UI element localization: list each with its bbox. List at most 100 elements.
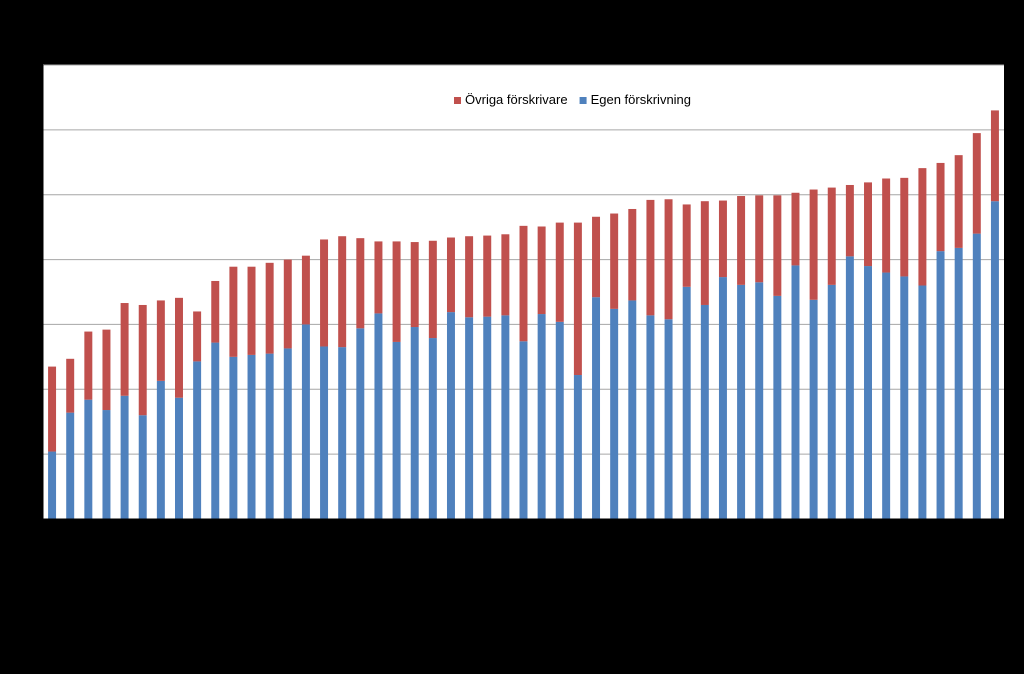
bar-egen-forskrivning — [229, 356, 238, 519]
bar-egen-forskrivning — [356, 328, 365, 519]
bar-egen-forskrivning — [320, 346, 329, 519]
axes — [38, 64, 1005, 524]
bar-stack — [356, 238, 365, 519]
bar-stack — [537, 226, 546, 519]
bar-ovriga-forskrivare — [845, 184, 854, 257]
bar-ovriga-forskrivare — [465, 236, 474, 318]
bar-egen-forskrivning — [718, 277, 727, 519]
bar-egen-forskrivning — [537, 314, 546, 519]
bar-egen-forskrivning — [882, 272, 891, 519]
bar-egen-forskrivning — [990, 201, 999, 519]
bar-stack — [827, 187, 836, 519]
bar-ovriga-forskrivare — [954, 155, 963, 248]
bar-stack — [664, 199, 673, 519]
bar-stack — [718, 200, 727, 519]
legend: Övriga förskrivare Egen förskrivning — [454, 92, 691, 107]
bar-egen-forskrivning — [102, 410, 111, 519]
bar-ovriga-forskrivare — [555, 222, 564, 322]
bar-stack — [936, 162, 945, 519]
bar-stack — [592, 216, 601, 519]
bar-stack — [610, 213, 619, 519]
bar-egen-forskrivning — [175, 397, 183, 519]
bar-ovriga-forskrivare — [755, 195, 764, 283]
bar-ovriga-forskrivare — [156, 300, 165, 381]
bar-ovriga-forskrivare — [374, 241, 383, 314]
bar-egen-forskrivning — [864, 266, 872, 519]
bar-stack — [682, 204, 691, 519]
bars — [48, 110, 999, 519]
bar-egen-forskrivning — [519, 341, 528, 519]
bar-egen-forskrivning — [592, 297, 601, 519]
bar-ovriga-forskrivare — [882, 178, 891, 273]
bar-stack — [229, 266, 238, 519]
bar-stack — [446, 237, 455, 519]
bar-egen-forskrivning — [900, 276, 909, 519]
bar-stack — [374, 241, 383, 519]
legend-swatch — [579, 97, 587, 104]
bar-egen-forskrivning — [573, 375, 582, 519]
bar-stack — [882, 178, 891, 519]
bar-egen-forskrivning — [446, 312, 455, 519]
bar-stack — [320, 239, 329, 519]
bar-egen-forskrivning — [918, 285, 927, 519]
bar-egen-forskrivning — [954, 247, 963, 519]
bar-stack — [990, 110, 999, 519]
bar-egen-forskrivning — [682, 286, 691, 519]
bar-egen-forskrivning — [156, 380, 165, 519]
bar-stack — [573, 222, 582, 519]
legend-swatch — [454, 97, 461, 104]
bar-ovriga-forskrivare — [66, 358, 75, 413]
bar-egen-forskrivning — [755, 282, 764, 519]
bar-ovriga-forskrivare — [827, 187, 836, 285]
bar-egen-forskrivning — [138, 415, 147, 519]
bar-stack — [211, 280, 220, 519]
bar-stack — [519, 225, 528, 519]
bar-stack — [791, 192, 800, 519]
bar-egen-forskrivning — [265, 353, 274, 519]
bar-egen-forskrivning — [211, 342, 220, 519]
bar-ovriga-forskrivare — [283, 259, 292, 349]
bar-egen-forskrivning — [555, 321, 564, 519]
bar-egen-forskrivning — [700, 304, 709, 519]
bar-stack — [428, 240, 437, 519]
bar-stack — [156, 300, 165, 519]
bar-stack — [700, 201, 709, 519]
bar-ovriga-forskrivare — [392, 241, 401, 342]
bar-stack — [755, 195, 764, 519]
legend-label: Egen förskrivning — [591, 92, 691, 107]
bar-egen-forskrivning — [483, 316, 492, 519]
bar-ovriga-forskrivare — [501, 234, 510, 316]
bar-stack — [247, 266, 256, 519]
bar-ovriga-forskrivare — [610, 213, 619, 309]
bar-ovriga-forskrivare — [84, 331, 93, 400]
bar-ovriga-forskrivare — [664, 199, 673, 320]
bar-stack — [338, 236, 347, 519]
bar-stack — [265, 262, 274, 519]
bar-ovriga-forskrivare — [356, 238, 365, 329]
bar-stack — [845, 184, 854, 519]
bar-ovriga-forskrivare — [483, 235, 492, 317]
bar-ovriga-forskrivare — [301, 255, 310, 325]
bar-ovriga-forskrivare — [864, 182, 872, 267]
bar-ovriga-forskrivare — [990, 110, 999, 202]
bar-stack — [773, 195, 782, 519]
bar-egen-forskrivning — [936, 251, 945, 519]
bar-stack — [84, 331, 93, 519]
bar-egen-forskrivning — [827, 284, 836, 519]
bar-ovriga-forskrivare — [247, 266, 256, 355]
bar-egen-forskrivning — [737, 284, 746, 519]
bar-ovriga-forskrivare — [773, 195, 782, 296]
bar-ovriga-forskrivare — [519, 225, 528, 342]
bar-stack — [392, 241, 401, 519]
bar-ovriga-forskrivare — [211, 280, 220, 343]
legend-label: Övriga förskrivare — [465, 92, 568, 107]
bar-ovriga-forskrivare — [102, 329, 111, 411]
bar-stack — [483, 235, 492, 519]
bar-ovriga-forskrivare — [628, 208, 637, 301]
bar-ovriga-forskrivare — [718, 200, 727, 278]
legend-item: Övriga förskrivare — [454, 92, 568, 107]
bar-egen-forskrivning — [410, 327, 419, 519]
bar-stack — [410, 242, 419, 519]
